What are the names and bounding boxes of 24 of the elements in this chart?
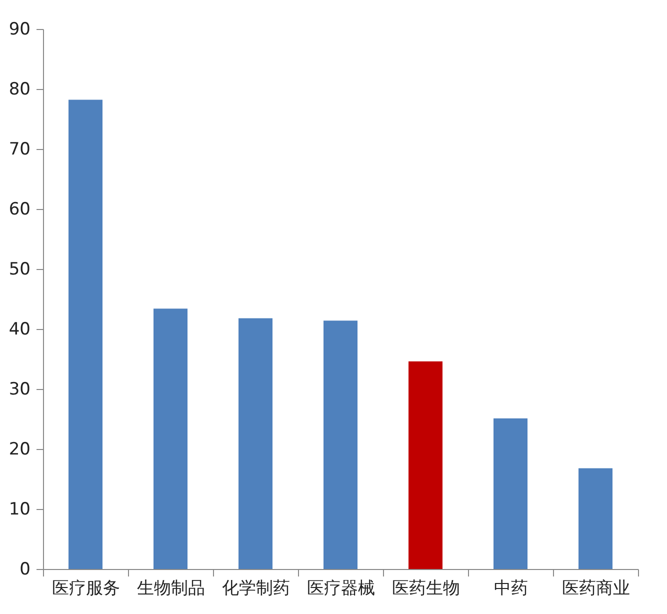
- x-tick-label: 化学制药: [222, 578, 290, 598]
- x-tick-label: 中药: [494, 578, 528, 598]
- x-tick-label: 医药生物: [392, 578, 460, 598]
- bar: [324, 320, 358, 569]
- bar: [238, 318, 272, 569]
- bar: [494, 418, 528, 569]
- y-tick-label: 20: [8, 440, 30, 460]
- x-tick-label: 生物制品: [137, 578, 205, 598]
- bar: [578, 468, 612, 569]
- y-tick-label: 0: [20, 560, 30, 580]
- x-tick-label: 医疗服务: [52, 578, 120, 598]
- y-tick-label: 40: [8, 320, 30, 340]
- y-tick-label: 10: [8, 500, 30, 520]
- bar: [68, 100, 102, 569]
- bar: [408, 361, 442, 569]
- x-tick-label: 医药商业: [562, 578, 630, 598]
- y-tick-label: 60: [8, 200, 30, 220]
- y-tick-label: 80: [8, 80, 30, 100]
- y-tick-label: 30: [8, 380, 30, 400]
- y-tick-label: 90: [8, 20, 30, 40]
- y-tick-label: 50: [8, 260, 30, 280]
- bar: [154, 308, 188, 569]
- y-tick-label: 70: [8, 140, 30, 160]
- x-tick-label: 医疗器械: [307, 578, 375, 598]
